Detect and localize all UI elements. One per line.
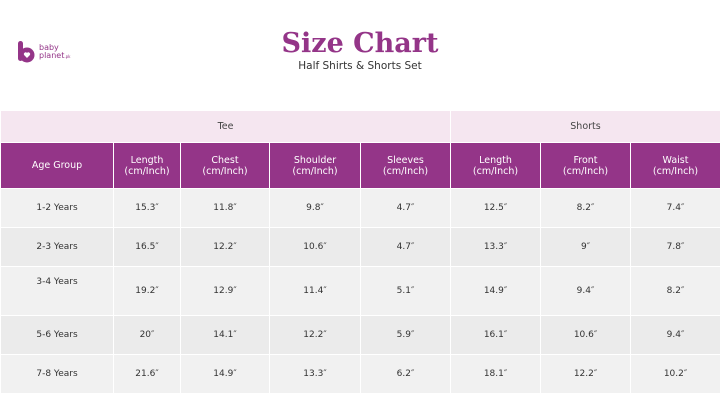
measurement-cell: 12.9″	[180, 266, 270, 316]
measurement-cell: 9″	[540, 227, 632, 267]
measurement-cell: 10.6″	[269, 227, 361, 267]
column-header: Chest (cm/Inch)	[180, 142, 270, 189]
column-header: Sleeves (cm/Inch)	[359, 142, 452, 189]
brand-suffix: .pk	[64, 53, 71, 59]
measurement-cell: 4.7″	[359, 188, 452, 228]
measurement-cell: 12.5″	[450, 188, 542, 228]
column-header: Waist (cm/Inch)	[630, 142, 720, 189]
age-group-cell: 2-3 Years	[0, 227, 114, 267]
column-header: Length (cm/Inch)	[450, 142, 542, 189]
measurement-cell: 16.5″	[113, 227, 181, 267]
measurement-cell: 20″	[113, 315, 181, 355]
measurement-cell: 7.8″	[630, 227, 720, 267]
measurement-cell: 14.9″	[180, 354, 270, 394]
column-header: Front (cm/Inch)	[540, 142, 632, 189]
measurement-cell: 15.3″	[113, 188, 181, 228]
measurement-cell: 8.2″	[540, 188, 632, 228]
brand-logo: baby planet.pk	[17, 40, 70, 64]
table-row: 3-4 Years 19.2″ 12.9″ 11.4″ 5.1″ 14.9″ 9.4″ 8.2…	[0, 266, 720, 316]
measurement-cell: 12.2″	[269, 315, 361, 355]
page-subtitle: Half Shirts & Shorts Set	[298, 60, 422, 72]
measurement-cell: 5.9″	[359, 315, 452, 355]
age-group-cell: 5-6 Years	[0, 315, 114, 355]
measurement-cell: 19.2″	[113, 266, 181, 316]
table-row: 7-8 Years 21.6″ 14.9″ 13.3″ 6.2″ 18.1″ 12.2″ 10…	[0, 354, 720, 394]
measurement-cell: 9.4″	[630, 315, 720, 355]
brand-line1: baby	[39, 42, 59, 52]
age-group-cell: 1-2 Years	[0, 188, 114, 228]
age-group-cell: 3-4 Years	[0, 266, 114, 316]
measurement-cell: 13.3″	[269, 354, 361, 394]
column-header: Age Group	[0, 142, 114, 189]
measurement-cell: 16.1″	[450, 315, 542, 355]
column-header: Shoulder (cm/Inch)	[269, 142, 361, 189]
measurement-cell: 12.2″	[180, 227, 270, 267]
measurement-cell: 21.6″	[113, 354, 181, 394]
measurement-cell: 12.2″	[540, 354, 632, 394]
measurement-cell: 11.8″	[180, 188, 270, 228]
size-chart-table: Tee Shorts Age Group Length (cm/Inch) Ches…	[0, 110, 720, 394]
table-row: 1-2 Years 15.3″ 11.8″ 9.8″ 4.7″ 12.5″ 8.2″ 7.4″	[0, 188, 720, 228]
table-row: 2-3 Years 16.5″ 12.2″ 10.6″ 4.7″ 13.3″ 9″ 7.8″	[0, 227, 720, 267]
measurement-cell: 7.4″	[630, 188, 720, 228]
measurement-cell: 11.4″	[269, 266, 361, 316]
page-title: Size Chart	[281, 28, 439, 59]
measurement-cell: 5.1″	[359, 266, 452, 316]
measurement-cell: 6.2″	[359, 354, 452, 394]
baby-planet-logo-icon	[18, 41, 35, 63]
measurement-cell: 9.8″	[269, 188, 361, 228]
measurement-cell: 14.1″	[180, 315, 270, 355]
measurement-cell: 18.1″	[450, 354, 542, 394]
measurement-cell: 9.4″	[540, 266, 632, 316]
group-header-tee: Tee	[0, 110, 452, 143]
measurement-cell: 4.7″	[359, 227, 452, 267]
measurement-cell: 10.6″	[540, 315, 632, 355]
group-header-shorts: Shorts	[450, 110, 720, 143]
age-group-cell: 7-8 Years	[0, 354, 114, 394]
measurement-cell: 14.9″	[450, 266, 542, 316]
measurement-cell: 10.2″	[630, 354, 720, 394]
brand-line2: planet	[39, 50, 65, 60]
table-row: 5-6 Years 20″ 14.1″ 12.2″ 5.9″ 16.1″ 10.6″ 9.4″	[0, 315, 720, 355]
column-header: Length (cm/Inch)	[113, 142, 181, 189]
measurement-cell: 13.3″	[450, 227, 542, 267]
measurement-cell: 8.2″	[630, 266, 720, 316]
